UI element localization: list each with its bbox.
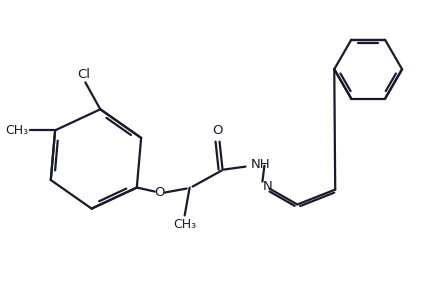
Text: NH: NH [250, 158, 270, 171]
Text: O: O [212, 124, 223, 137]
Text: N: N [262, 180, 272, 193]
Text: Cl: Cl [77, 68, 90, 82]
Text: O: O [155, 186, 165, 199]
Text: CH₃: CH₃ [5, 124, 28, 137]
Text: CH₃: CH₃ [173, 218, 196, 231]
